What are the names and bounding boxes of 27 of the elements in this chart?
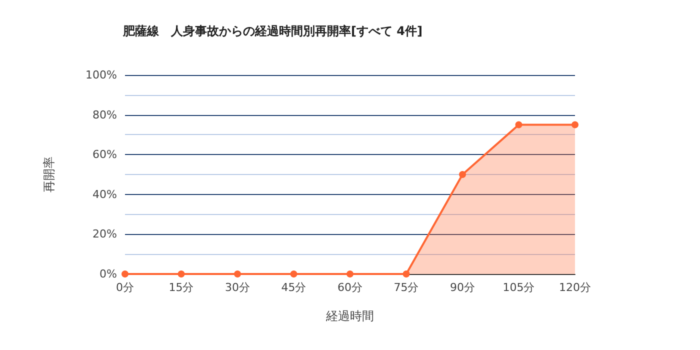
point	[459, 171, 466, 178]
y-tick-label: 100%	[86, 68, 117, 82]
x-tick-label: 120分	[559, 281, 591, 294]
chart-title: 肥薩線 人身事故からの経過時間別再開率[すべて 4件]	[122, 24, 422, 38]
point	[346, 270, 354, 278]
point	[122, 270, 128, 278]
point	[234, 270, 241, 278]
x-tick-label: 30分	[225, 281, 250, 294]
x-tick-label: 105分	[502, 281, 535, 294]
point	[515, 121, 522, 128]
y-tick-label: 80%	[92, 108, 117, 122]
x-tick-label: 75分	[394, 281, 419, 294]
y-axis-title: 再開率	[42, 156, 56, 192]
x-tick-label: 45分	[281, 281, 306, 294]
x-tick-label: 15分	[168, 281, 194, 294]
point	[572, 121, 578, 128]
x-axis-title: 経過時間	[325, 309, 374, 323]
y-tick-label: 40%	[92, 188, 117, 201]
point	[402, 270, 410, 278]
x-tick-label: 90分	[450, 281, 475, 294]
x-tick-label: 60分	[338, 281, 362, 294]
y-tick-label: 20%	[92, 228, 117, 241]
y-tick-label: 0%	[100, 268, 117, 280]
x-tick-label: 0分	[116, 281, 134, 294]
point	[290, 270, 298, 278]
y-tick-label: 60%	[92, 148, 117, 162]
point	[178, 270, 185, 278]
